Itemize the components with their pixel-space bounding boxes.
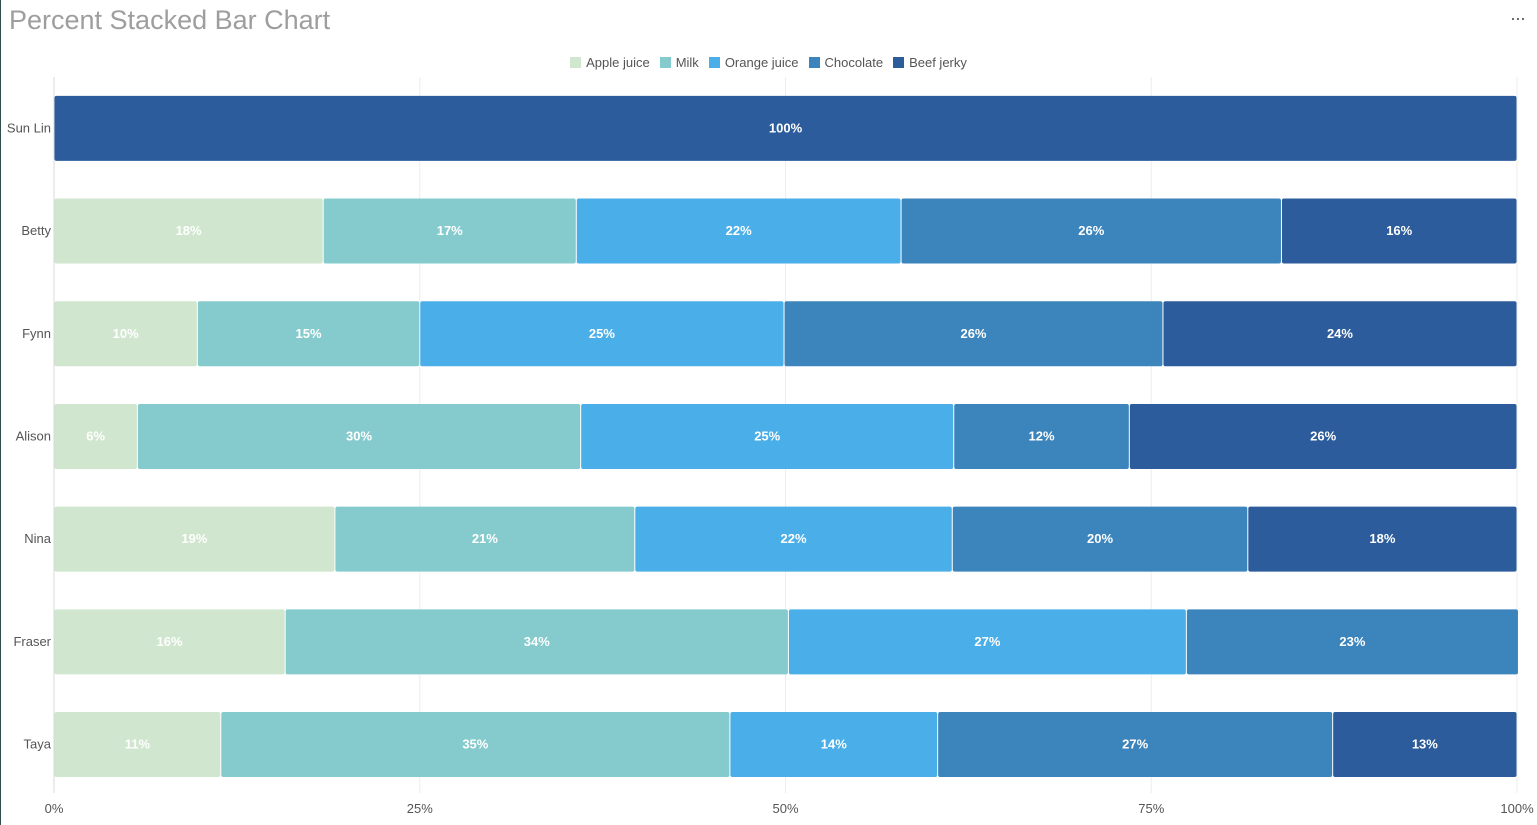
bar-segment — [54, 95, 1517, 161]
bar-segment — [635, 506, 952, 572]
x-tick-label: 0% — [45, 801, 64, 816]
bar-segment — [901, 198, 1281, 264]
bar-segment — [954, 403, 1129, 469]
data-label: 11% — [125, 737, 151, 752]
bar-segment — [938, 712, 1333, 778]
y-category-label: Taya — [24, 737, 52, 752]
bar-segment — [1163, 301, 1517, 367]
bar-segment — [285, 609, 788, 675]
data-label: 25% — [754, 428, 780, 443]
data-label: 26% — [1310, 428, 1336, 443]
bar-segment — [420, 301, 784, 367]
y-category-label: Fraser — [13, 634, 51, 649]
legend-item-milk[interactable]: Milk — [659, 54, 699, 70]
bar-segment — [323, 198, 576, 264]
x-tick-label: 100% — [1500, 801, 1534, 816]
legend-swatch — [659, 56, 671, 68]
legend-item-apple-juice[interactable]: Apple juice — [570, 55, 650, 70]
data-label: 16% — [157, 634, 183, 649]
data-label: 23% — [1339, 634, 1365, 649]
bar-segment — [1248, 506, 1517, 572]
data-label: 15% — [296, 326, 322, 341]
data-label: 22% — [781, 531, 807, 546]
window-edge — [0, 0, 1, 825]
x-tick-label: 25% — [407, 801, 433, 816]
data-label: 19% — [181, 531, 207, 546]
data-label: 18% — [176, 223, 202, 238]
y-category-label: Alison — [16, 428, 51, 443]
legend-label: Beef jerky — [909, 54, 967, 70]
bar-segment — [581, 403, 954, 469]
data-label: 26% — [1078, 223, 1104, 238]
legend-swatch — [570, 56, 582, 68]
bar-segment — [54, 198, 323, 264]
chart-legend: Apple juice Milk Orange juice Chocolate … — [0, 52, 1537, 72]
data-label: 26% — [960, 326, 986, 341]
bar-segment — [54, 301, 197, 367]
data-label: 35% — [462, 737, 488, 752]
bar-segment — [54, 403, 137, 469]
y-category-label: Nina — [24, 531, 52, 546]
bar-segment — [1186, 609, 1518, 675]
data-label: 13% — [1412, 737, 1438, 752]
bar-segment — [784, 301, 1163, 367]
x-tick-label: 50% — [772, 801, 798, 816]
more-options-icon[interactable]: ··· — [1510, 8, 1526, 28]
data-label: 34% — [524, 634, 550, 649]
data-label: 27% — [974, 634, 1000, 649]
data-label: 18% — [1369, 531, 1395, 546]
legend-item-orange-juice[interactable]: Orange juice — [708, 54, 799, 70]
legend-item-beef-jerky[interactable]: Beef jerky — [893, 55, 967, 70]
bar-segment — [1333, 712, 1517, 778]
data-label: 27% — [1122, 737, 1148, 752]
legend-swatch — [708, 56, 720, 68]
data-label: 12% — [1029, 428, 1055, 443]
data-label: 14% — [821, 737, 847, 752]
x-tick-label: 75% — [1138, 801, 1164, 816]
legend-label: Milk — [675, 54, 699, 70]
bar-segment — [1129, 403, 1517, 469]
data-label: 20% — [1087, 531, 1113, 546]
legend-label: Orange juice — [724, 54, 799, 70]
legend-swatch — [808, 56, 820, 68]
y-category-label: Betty — [21, 223, 51, 238]
bar-segment — [197, 301, 420, 367]
data-label: 16% — [1386, 223, 1412, 238]
bar-segment — [54, 712, 221, 778]
bar-segment — [54, 506, 335, 572]
bar-segment — [788, 609, 1186, 675]
legend-item-chocolate[interactable]: Chocolate — [808, 54, 884, 70]
bar-segment — [952, 506, 1248, 572]
legend-label: Chocolate — [824, 54, 884, 70]
bar-segment — [1281, 198, 1517, 264]
y-category-label: Fynn — [22, 326, 51, 341]
y-category-label: Sun Lin — [7, 120, 51, 135]
bar-segment — [335, 506, 635, 572]
legend-label: Apple juice — [586, 54, 650, 70]
data-label: 17% — [437, 223, 463, 238]
bar-segment — [221, 712, 730, 778]
data-label: 24% — [1327, 326, 1353, 341]
legend-swatch — [893, 56, 905, 68]
data-label: 30% — [346, 428, 372, 443]
bar-segment — [730, 712, 938, 778]
data-label: 25% — [589, 326, 615, 341]
data-label: 100% — [769, 120, 803, 135]
bar-segment — [54, 609, 285, 675]
chart-title: Percent Stacked Bar Chart — [9, 5, 331, 35]
bar-segment — [576, 198, 901, 264]
data-label: 6% — [86, 428, 105, 443]
data-label: 10% — [113, 326, 139, 341]
data-label: 21% — [472, 531, 498, 546]
bar-segment — [137, 403, 581, 469]
data-label: 22% — [726, 223, 752, 238]
